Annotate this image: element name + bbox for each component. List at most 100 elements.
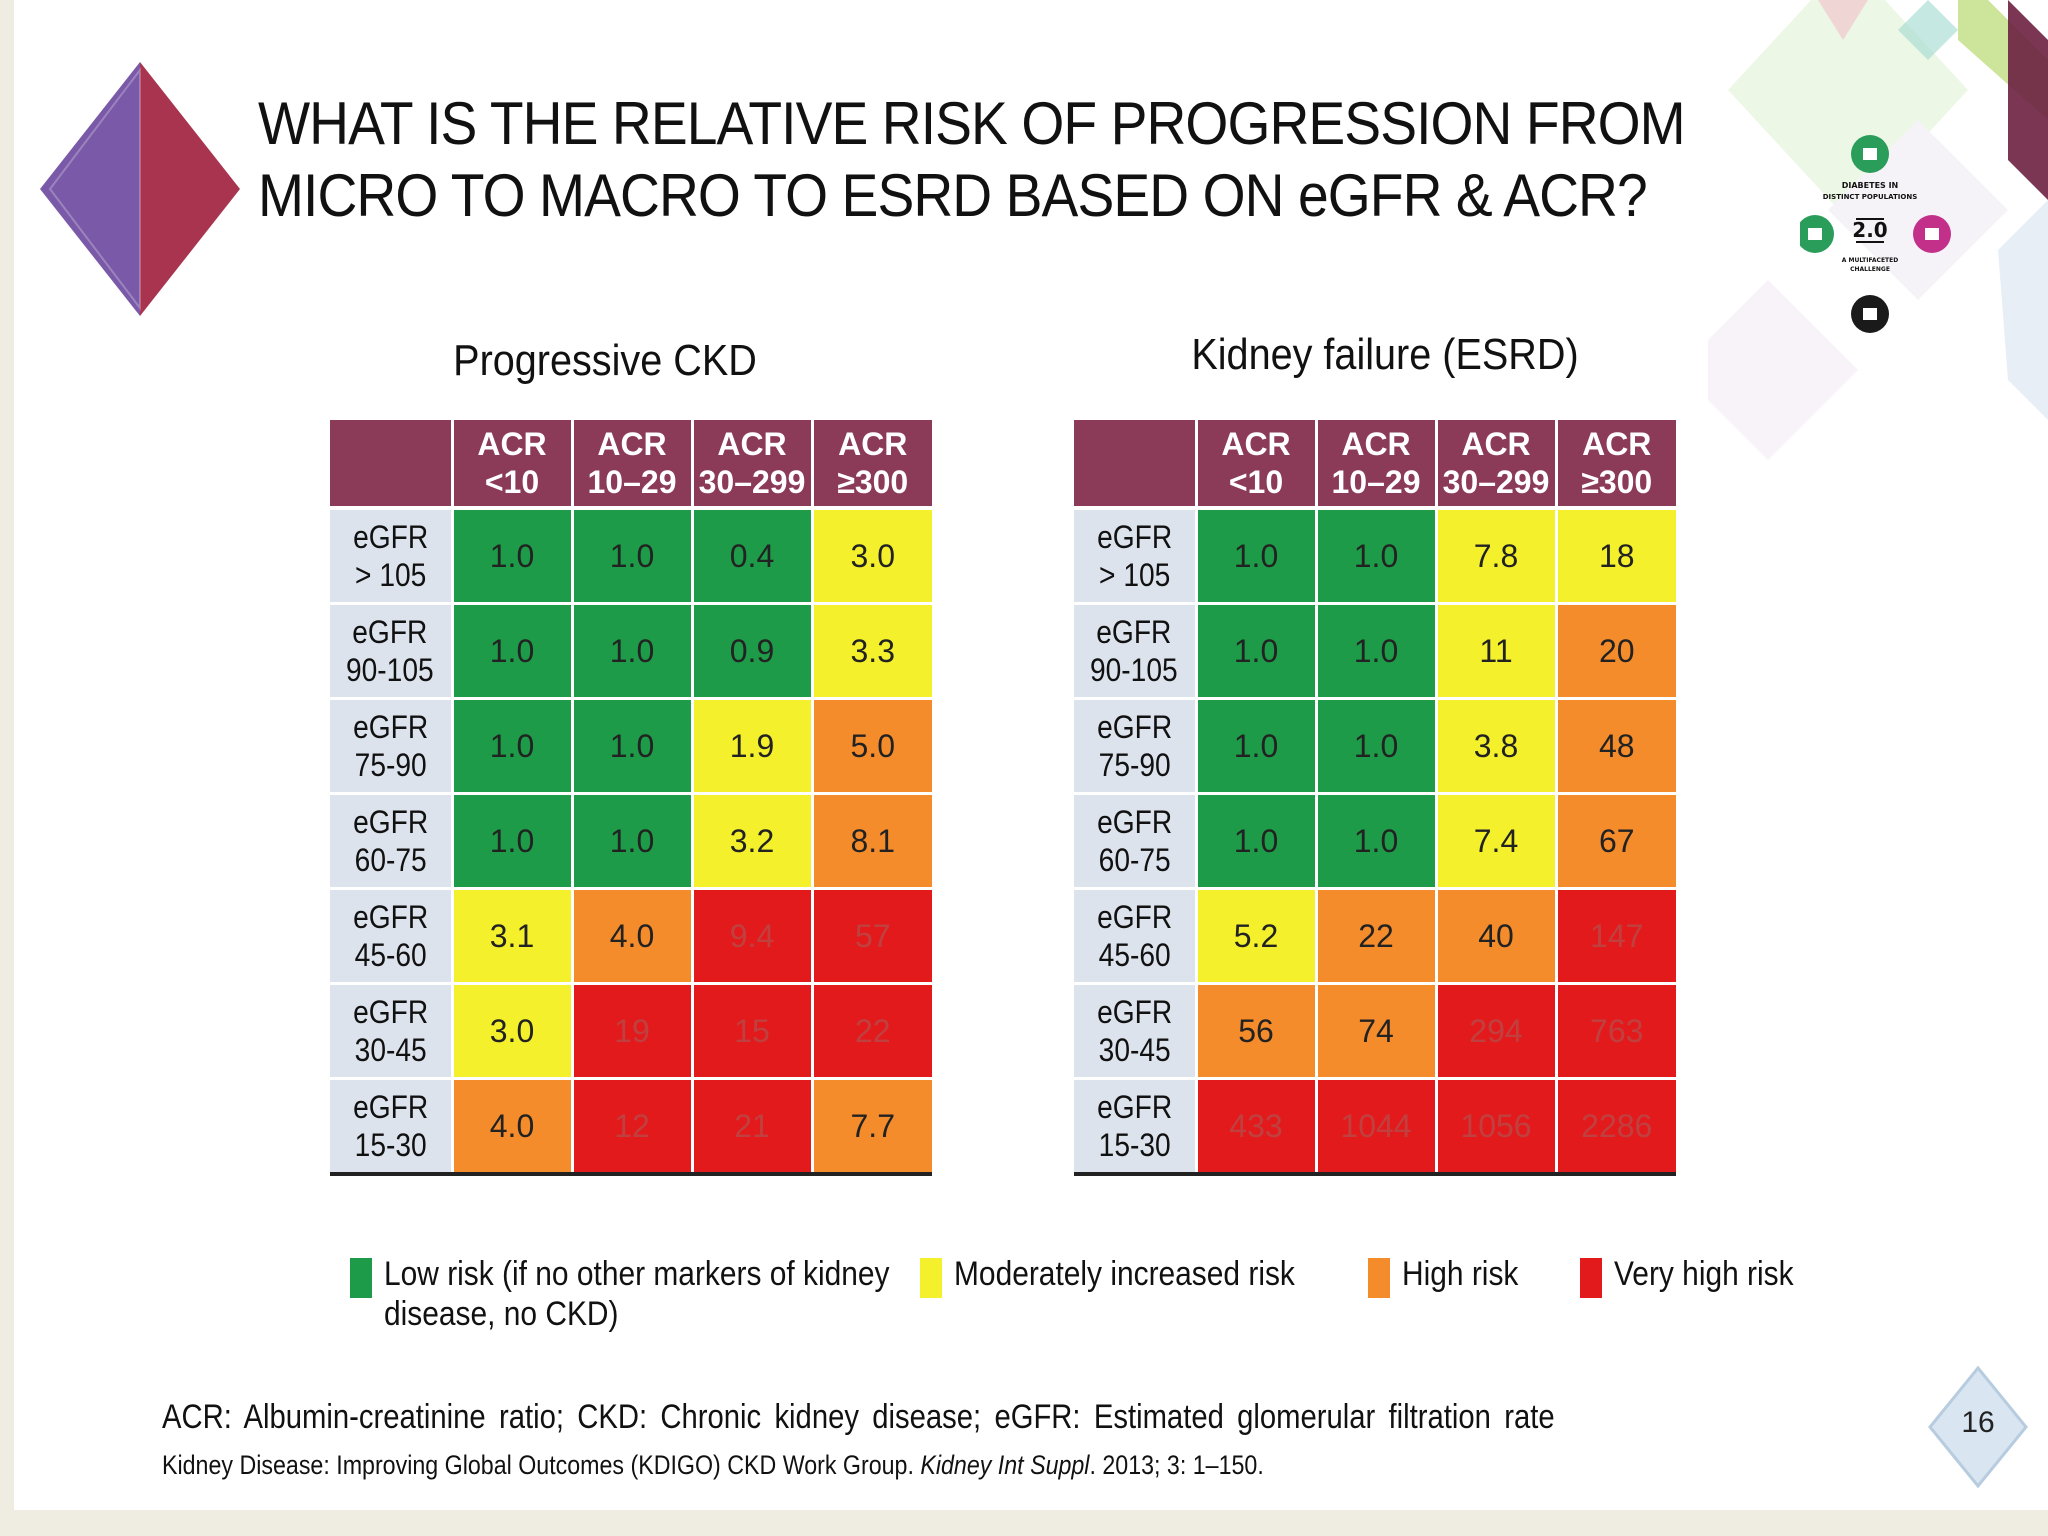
logo-line3: A MULTIFACETED [1842,257,1898,264]
legend-swatch-low [350,1258,372,1298]
risk-cell-very-high: 294 [1434,983,1556,1080]
risk-cell-very-high: 1044 [1314,1078,1436,1176]
risk-cell-very-high: 57 [810,888,932,985]
risk-cell-very-high: 12 [570,1078,692,1176]
risk-cell-very-high: 1056 [1434,1078,1556,1176]
risk-cell-low: 1.0 [1314,603,1436,700]
risk-cell-very-high: 22 [810,983,932,1080]
row-header: eGFR 60-75 [1074,793,1196,890]
risk-cell-high: 48 [1554,698,1676,795]
table-row: eGFR 75-90 1.0 1.0 3.8 48 [1074,698,1676,795]
risk-cell-very-high: 2286 [1554,1078,1676,1176]
logo-icon-top [1851,135,1889,173]
page-number-badge: 16 [1928,1365,2028,1489]
legend-item-moderate-risk: Moderately increased risk [920,1254,1341,1298]
legend-swatch-high [1368,1258,1390,1298]
bottom-band [0,1510,2048,1536]
risk-cell-very-high: 147 [1554,888,1676,985]
column-header: ACR ≥300 [1554,420,1676,510]
risk-cell-low: 1.0 [570,508,692,605]
table-row: eGFR 60-75 1.0 1.0 3.2 8.1 [330,793,932,890]
risk-cell-low: 1.0 [1314,698,1436,795]
table-title-progressive-ckd: Progressive CKD [453,336,757,385]
risk-cell-moderate: 3.1 [450,888,572,985]
risk-cell-high: 5.0 [810,698,932,795]
risk-cell-high: 4.0 [570,888,692,985]
risk-cell-low: 1.0 [450,508,572,605]
risk-cell-very-high: 763 [1554,983,1676,1080]
table-row: eGFR 60-75 1.0 1.0 7.4 67 [1074,793,1676,890]
risk-cell-low: 1.0 [450,793,572,890]
legend-label-moderate: Moderately increased risk [954,1255,1295,1293]
risk-cell-very-high: 433 [1194,1078,1316,1176]
risk-cell-low: 1.0 [1194,698,1316,795]
risk-cell-moderate: 3.8 [1434,698,1556,795]
row-header: eGFR 30-45 [1074,983,1196,1080]
slide-title-line2: MICRO TO MACRO TO ESRD BASED ON eGFR & A… [258,162,1648,229]
risk-cell-low: 1.0 [450,603,572,700]
table-corner [1074,420,1196,510]
table-row: eGFR 30-45 56 74 294 763 [1074,983,1676,1080]
column-header: ACR <10 [1194,420,1316,510]
table-row: eGFR 45-60 3.1 4.0 9.4 57 [330,888,932,985]
risk-cell-moderate: 3.2 [690,793,812,890]
row-header: eGFR 75-90 [330,698,452,795]
row-header: eGFR > 105 [1074,508,1196,605]
risk-cell-high: 7.7 [810,1078,932,1176]
logo-version: 2.0 [1852,218,1887,242]
slide-title: WHAT IS THE RELATIVE RISK OF PROGRESSION… [258,88,1686,232]
table-row: eGFR 45-60 5.2 22 40 147 [1074,888,1676,985]
row-header: eGFR 15-30 [330,1078,452,1176]
risk-cell-moderate: 3.0 [810,508,932,605]
table-title-kidney-failure: Kidney failure (ESRD) [1191,330,1579,379]
risk-cell-very-high: 21 [690,1078,812,1176]
risk-cell-moderate: 3.0 [450,983,572,1080]
risk-cell-low: 0.4 [690,508,812,605]
table-row: eGFR 15-30 433 1044 1056 2286 [1074,1078,1676,1176]
risk-cell-high: 56 [1194,983,1316,1080]
table-row: eGFR > 105 1.0 1.0 0.4 3.0 [330,508,932,605]
table-row: eGFR 90-105 1.0 1.0 0.9 3.3 [330,603,932,700]
risk-cell-moderate: 18 [1554,508,1676,605]
page-number: 16 [1961,1406,1995,1439]
risk-cell-low: 1.0 [1314,793,1436,890]
row-header: eGFR 90-105 [330,603,452,700]
conference-logo: DIABETES IN DISTINCT POPULATIONS 2.0 A M… [1800,135,1951,333]
risk-cell-moderate: 5.2 [1194,888,1316,985]
legend-swatch-very-high [1580,1258,1602,1298]
risk-cell-moderate: 11 [1434,603,1556,700]
risk-cell-low: 1.0 [570,698,692,795]
row-header: eGFR > 105 [330,508,452,605]
risk-cell-very-high: 9.4 [690,888,812,985]
column-header: ACR ≥300 [810,420,932,510]
risk-cell-high: 8.1 [810,793,932,890]
row-header: eGFR 45-60 [1074,888,1196,985]
table-corner [330,420,452,510]
risk-cell-very-high: 19 [570,983,692,1080]
risk-cell-low: 0.9 [690,603,812,700]
logo-line4: CHALLENGE [1850,266,1890,273]
logo-icon-left [1800,215,1834,253]
risk-cell-high: 20 [1554,603,1676,700]
risk-cell-low: 1.0 [1314,508,1436,605]
table-kidney-failure: ACR <10 ACR 10–29 ACR 30–299 ACR ≥300 eGFR > 105 1… [1074,420,1676,1176]
legend-label-very-high: Very high risk [1614,1255,1794,1293]
table-progressive-ckd: ACR <10 ACR 10–29 ACR 30–299 ACR ≥300 eGFR > 105 1… [330,420,932,1176]
diamond-logo-left [40,62,240,316]
table-row: eGFR 30-45 3.0 19 15 22 [330,983,932,1080]
legend-label-low: Low risk (if no other markers of kidney … [384,1255,890,1333]
risk-cell-low: 1.0 [1194,508,1316,605]
row-header: eGFR 15-30 [1074,1078,1196,1176]
legend-label-high: High risk [1402,1255,1519,1293]
legend-item-very-high-risk: Very high risk [1580,1254,1818,1298]
logo-line1: DIABETES IN [1842,181,1899,190]
risk-cell-high: 67 [1554,793,1676,890]
legend-item-low-risk: Low risk (if no other markers of kidney … [350,1254,958,1334]
row-header: eGFR 60-75 [330,793,452,890]
logo-icon-right [1913,215,1951,253]
slide-title-line1: WHAT IS THE RELATIVE RISK OF PROGRESSION… [258,90,1686,157]
risk-cell-very-high: 15 [690,983,812,1080]
table-row: eGFR 90-105 1.0 1.0 11 20 [1074,603,1676,700]
risk-cell-low: 1.0 [1194,603,1316,700]
logo-icon-bottom [1851,295,1889,333]
